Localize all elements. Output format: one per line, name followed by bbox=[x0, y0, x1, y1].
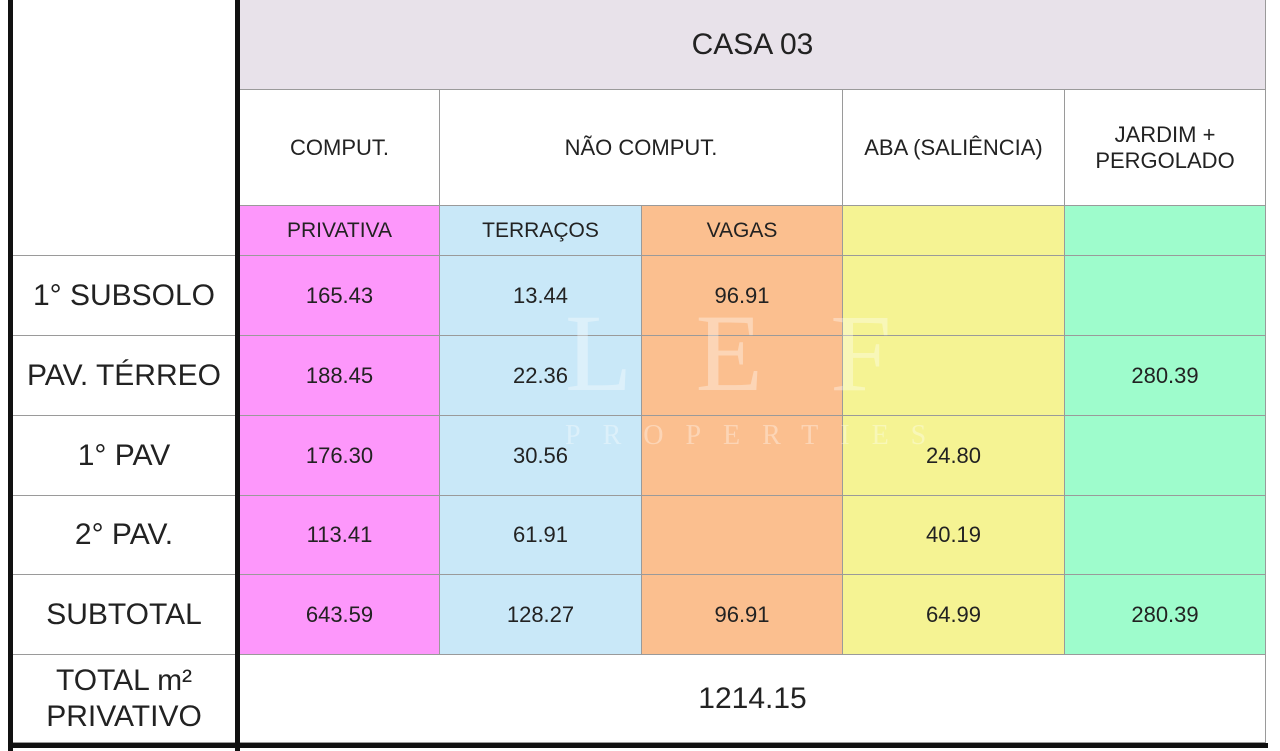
column-header: JARDIM + PERGOLADO bbox=[1065, 90, 1266, 206]
value-cell: 24.80 bbox=[843, 416, 1065, 496]
row-label: 1° PAV bbox=[13, 416, 236, 496]
value-cell: 30.56 bbox=[440, 416, 642, 496]
value-cell: 64.99 bbox=[843, 575, 1065, 655]
value-cell: 280.39 bbox=[1065, 336, 1266, 416]
subcolumn-header: TERRAÇOS bbox=[440, 206, 642, 256]
row-label: PAV. TÉRREO bbox=[13, 336, 236, 416]
value-cell: 643.59 bbox=[240, 575, 440, 655]
column-header: COMPUT. bbox=[240, 90, 440, 206]
value-cell bbox=[843, 256, 1065, 336]
total-value: 1214.15 bbox=[240, 655, 1266, 743]
border bbox=[235, 0, 240, 751]
value-cell: 22.36 bbox=[440, 336, 642, 416]
row-label: 1° SUBSOLO bbox=[13, 256, 236, 336]
value-cell: 113.41 bbox=[240, 496, 440, 575]
border bbox=[8, 743, 1268, 748]
value-cell: 13.44 bbox=[440, 256, 642, 336]
value-cell: 165.43 bbox=[240, 256, 440, 336]
total-label: TOTAL m² PRIVATIVO bbox=[13, 655, 236, 743]
border bbox=[8, 0, 13, 751]
value-cell bbox=[1065, 496, 1266, 575]
value-cell: 96.91 bbox=[642, 256, 843, 336]
subcolumn-header bbox=[843, 206, 1065, 256]
value-cell: 61.91 bbox=[440, 496, 642, 575]
value-cell: 280.39 bbox=[1065, 575, 1266, 655]
value-cell bbox=[642, 496, 843, 575]
column-header: ABA (SALIÊNCIA) bbox=[843, 90, 1065, 206]
subcolumn-header: VAGAS bbox=[642, 206, 843, 256]
subcolumn-header: PRIVATIVA bbox=[240, 206, 440, 256]
value-cell: 96.91 bbox=[642, 575, 843, 655]
value-cell bbox=[843, 336, 1065, 416]
value-cell: 176.30 bbox=[240, 416, 440, 496]
subcolumn-header bbox=[1065, 206, 1266, 256]
row-label: 2° PAV. bbox=[13, 496, 236, 575]
row-label: SUBTOTAL bbox=[13, 575, 236, 655]
value-cell: 40.19 bbox=[843, 496, 1065, 575]
value-cell: 188.45 bbox=[240, 336, 440, 416]
table-title: CASA 03 bbox=[240, 0, 1266, 90]
value-cell bbox=[1065, 416, 1266, 496]
value-cell: 128.27 bbox=[440, 575, 642, 655]
column-header: NÃO COMPUT. bbox=[440, 90, 843, 206]
corner-cell bbox=[13, 0, 236, 256]
value-cell bbox=[642, 336, 843, 416]
value-cell bbox=[1065, 256, 1266, 336]
value-cell bbox=[642, 416, 843, 496]
